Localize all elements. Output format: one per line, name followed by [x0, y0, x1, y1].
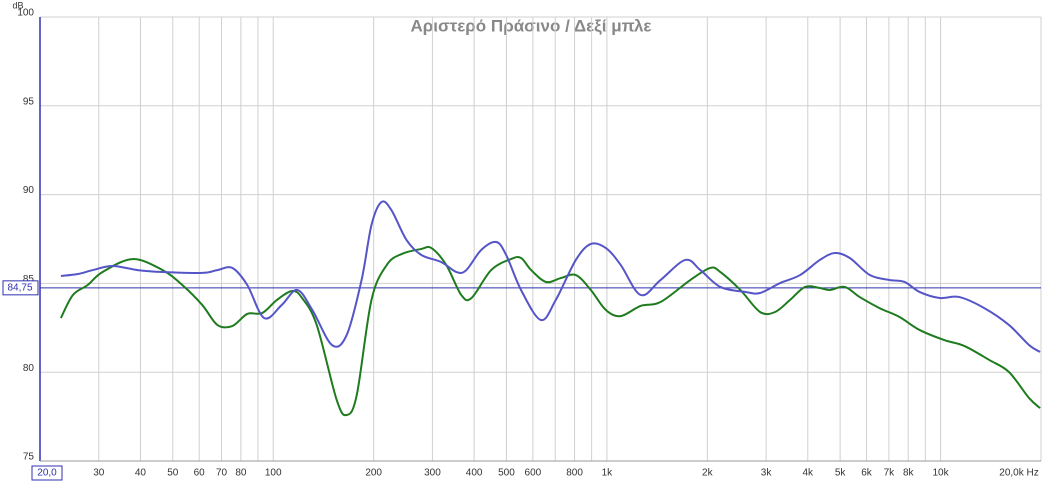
x-tick-label: 2k [702, 468, 714, 479]
x-start-box [31, 465, 63, 481]
x-tick-label: 500 [498, 468, 515, 479]
x-tick-label: 8k [903, 468, 915, 479]
x-tick-label: 800 [566, 468, 583, 479]
x-tick-label: 200 [365, 468, 382, 479]
x-tick-label: 6k [861, 468, 873, 479]
series-line [60, 200, 1041, 353]
x-tick-label: 40 [135, 468, 147, 479]
x-tick-label: 1k [602, 468, 614, 479]
x-tick-label: 3k [761, 468, 773, 479]
chart-title: Αριστερό Πράσινο / Δεξί μπλε [410, 16, 651, 35]
reference-label: 84,75 [7, 282, 32, 293]
x-tick-label: 400 [466, 468, 483, 479]
x-tick-label: 10k [932, 468, 949, 479]
x-tick-label: 600 [525, 468, 542, 479]
x-tick-label: 5k [835, 468, 847, 479]
x-tick-label: 70 [216, 468, 228, 479]
x-tick-label: 4k [802, 468, 814, 479]
x-tick-label: 30 [93, 468, 105, 479]
y-tick-label: 75 [23, 452, 35, 463]
x-tick-label: 20,0 [37, 468, 57, 479]
y-tick-label: 80 [23, 363, 35, 374]
y-tick-label: 95 [23, 96, 35, 107]
y-axis-label: dB [12, 0, 23, 10]
y-tick-label: 85 [23, 274, 35, 285]
x-tick-label: 20,0k Hz [999, 468, 1038, 479]
x-tick-label: 80 [235, 468, 247, 479]
x-tick-label: 7k [884, 468, 896, 479]
x-tick-label: 300 [424, 468, 441, 479]
reference-label-box [2, 280, 39, 296]
x-tick-label: 60 [194, 468, 206, 479]
y-tick-label: 100 [17, 8, 34, 19]
series-line [59, 245, 1041, 417]
x-tick-label: 100 [265, 468, 282, 479]
x-tick-label: 50 [167, 468, 179, 479]
y-tick-label: 90 [23, 185, 35, 196]
